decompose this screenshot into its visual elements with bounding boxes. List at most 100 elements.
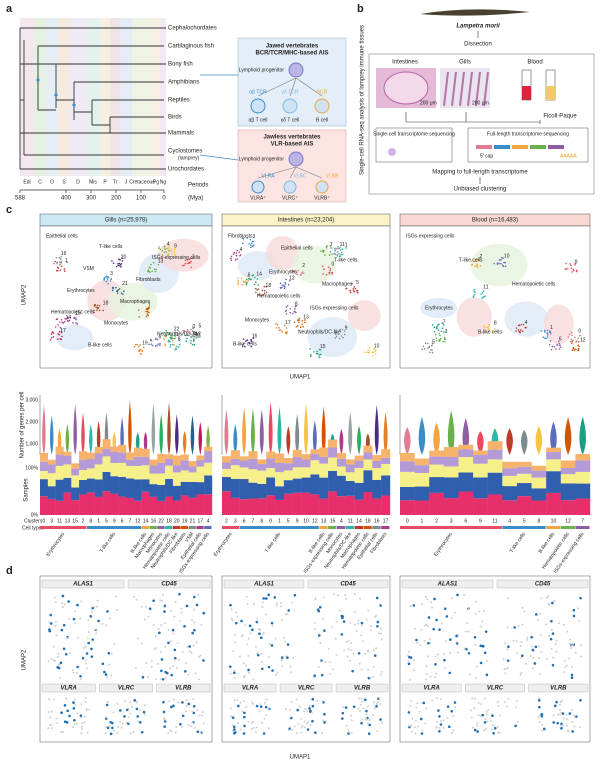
umap-point <box>245 283 248 286</box>
umap-point <box>483 325 485 327</box>
umap-point <box>170 705 173 709</box>
tissue-label: Gills <box>459 60 471 66</box>
umap-point <box>289 311 292 314</box>
umap-point <box>167 732 170 735</box>
umap-point <box>531 648 535 652</box>
umap-point <box>81 728 84 731</box>
umap-point <box>242 715 246 719</box>
cell-type-label: ISGs-expressing cells <box>406 233 455 239</box>
umap-point <box>486 713 489 716</box>
stacked-segment <box>546 452 561 460</box>
cluster-id: 0 <box>269 518 272 524</box>
stacked-segment <box>531 465 547 471</box>
cluster-id: 5 <box>432 339 435 345</box>
umap-point <box>434 662 437 666</box>
stacked-segment <box>222 468 232 478</box>
umap-point <box>335 335 338 338</box>
umap-point <box>519 645 522 648</box>
umap-point <box>546 657 549 660</box>
umap-point <box>366 722 369 725</box>
umap-point <box>415 706 418 709</box>
umap-point <box>268 642 271 645</box>
stacked-segment <box>354 467 364 483</box>
umap-point <box>419 643 422 646</box>
umap-point <box>555 650 558 653</box>
umap-point <box>119 263 122 266</box>
violin <box>242 406 247 455</box>
umap-point <box>360 721 363 725</box>
umap-point <box>559 344 561 347</box>
umap-point <box>94 628 97 631</box>
umap-point <box>260 721 263 724</box>
umap-point <box>138 349 140 352</box>
period-band <box>58 18 70 176</box>
stacked-segment <box>94 496 103 515</box>
umap-point <box>161 249 164 252</box>
umap-point <box>559 346 562 348</box>
umap-point <box>104 673 108 676</box>
umap-point <box>524 662 527 665</box>
umap-point <box>164 248 167 251</box>
umap-point <box>571 334 573 337</box>
umap-point <box>534 613 538 616</box>
umap-point <box>265 698 268 701</box>
umap-point <box>473 707 476 710</box>
tissue-image <box>443 71 449 107</box>
umap-point <box>477 266 479 269</box>
umap-point <box>465 647 468 651</box>
umap-point <box>483 651 487 655</box>
umap-point <box>242 242 244 245</box>
umap-point <box>258 703 261 706</box>
umap-point <box>321 732 324 735</box>
umap-point <box>201 714 204 717</box>
taxon-note: (lamprey) <box>178 155 199 161</box>
umap-point <box>80 716 83 719</box>
umap-point <box>120 292 123 294</box>
umap-point <box>80 600 83 603</box>
umap-point <box>473 728 477 732</box>
umap-point <box>482 609 485 612</box>
umap-point <box>164 344 167 346</box>
read <box>530 145 546 149</box>
umap-point <box>192 333 195 336</box>
umap-point <box>569 340 572 343</box>
stacked-segment <box>149 496 158 515</box>
umap-point <box>546 334 549 336</box>
umap-point <box>123 715 126 718</box>
umap-point <box>59 263 61 266</box>
umap-point <box>112 729 115 732</box>
umap-point <box>297 325 299 327</box>
umap-point <box>178 592 181 596</box>
umap-point <box>140 348 142 351</box>
cluster-id: 18 <box>166 518 172 524</box>
umap-point <box>407 662 411 666</box>
umap-point <box>335 653 338 656</box>
umap-point <box>111 286 114 289</box>
stacked-segment <box>196 466 205 483</box>
time-tick-label: 200 <box>111 196 122 202</box>
cell-type-label: T-like cells <box>459 257 483 263</box>
umap-point <box>318 356 321 359</box>
umap-point <box>247 720 250 723</box>
umap-point <box>493 331 495 333</box>
violin <box>128 400 132 455</box>
stacked-segment <box>319 498 329 515</box>
umap-point <box>423 348 426 350</box>
species: Lampetra morii <box>456 24 500 30</box>
stacked-segment <box>180 481 189 496</box>
umap-point <box>140 730 144 734</box>
umap-point <box>80 732 83 735</box>
umap-point <box>172 632 175 635</box>
umap-point <box>231 716 235 720</box>
umap-point <box>341 248 344 250</box>
umap-point <box>296 273 298 276</box>
violin <box>404 426 411 455</box>
umap-point <box>199 334 201 336</box>
umap-point <box>85 667 88 670</box>
umap-point <box>158 631 161 635</box>
umap-point <box>183 670 187 673</box>
umap-point <box>151 344 154 347</box>
umap-point <box>79 678 82 681</box>
stacked-segment <box>133 500 142 515</box>
umap-point <box>116 292 119 294</box>
